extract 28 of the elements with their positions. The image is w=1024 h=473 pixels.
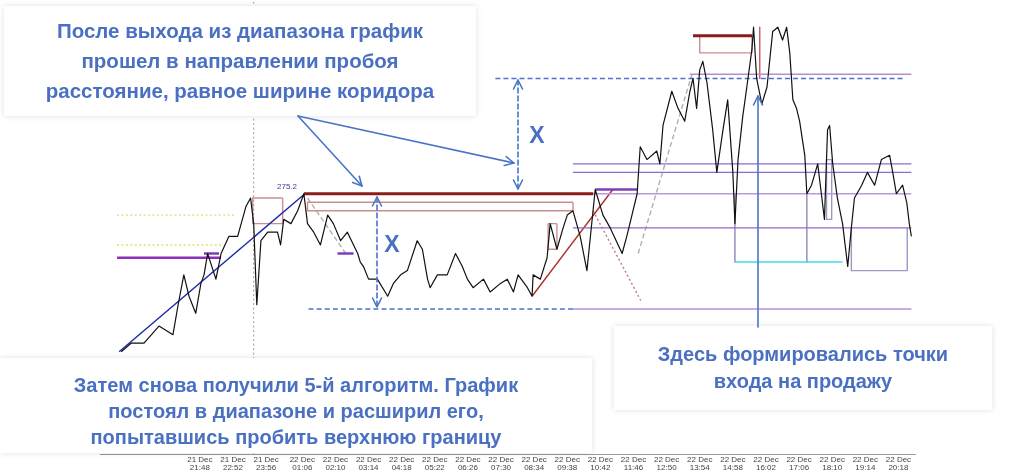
x-tick-label: 22 Dec 16:02 (753, 454, 779, 472)
x-tick-label: 22 Dec 04:18 (389, 454, 415, 472)
x-tick-label: 22 Dec 07:30 (488, 454, 514, 472)
x-tick-label: 22 Dec 02:10 (322, 454, 349, 472)
x-tick-label: 21 Dec 22:52 (220, 454, 246, 472)
annotation: Здесь формировались точки входа на продажу (657, 342, 949, 394)
x-tick-label: 22 Dec 08:34 (521, 454, 547, 472)
annotation: X (384, 230, 400, 257)
x-tick-label: 22 Dec 17:06 (786, 454, 812, 472)
x-tick-label: 22 Dec 14:58 (720, 454, 746, 472)
x-tick-label: 22 Dec 01:06 (289, 454, 316, 472)
annotation: Затем снова получили 5-й алгоритм. График постоял в диапазоне и расширил его, попытавшись пробить верхнюю границу (73, 372, 519, 450)
x-tick-label: 22 Dec 20:18 (885, 454, 912, 472)
annotation: X (529, 121, 545, 148)
x-tick-label: 22 Dec 06:26 (455, 454, 481, 472)
x-tick-label: 22 Dec 18:10 (819, 454, 845, 472)
x-tick-label: 22 Dec 11:46 (620, 454, 647, 472)
x-tick-label: 21 Dec 23:56 (253, 454, 279, 472)
x-tick-label: 22 Dec 03:14 (355, 454, 382, 472)
x-tick-label: 22 Dec 19:14 (852, 454, 878, 472)
annotation: После выхода из диапазона график прошел в направлении пробоя расстояние, равное ширине коридора (45, 18, 435, 104)
x-tick-label: 22 Dec 13:54 (687, 454, 713, 472)
x-tick-label: 22 Dec 05:22 (422, 454, 448, 472)
x-tick-label: 21 Dec 21:48 (187, 454, 213, 472)
x-tick-label: 22 Dec 10:42 (587, 454, 614, 472)
annotation: 275.2 (276, 182, 298, 191)
x-tick-label: 22 Dec 12:50 (653, 454, 680, 472)
x-tick-label: 22 Dec 09:38 (554, 454, 580, 472)
